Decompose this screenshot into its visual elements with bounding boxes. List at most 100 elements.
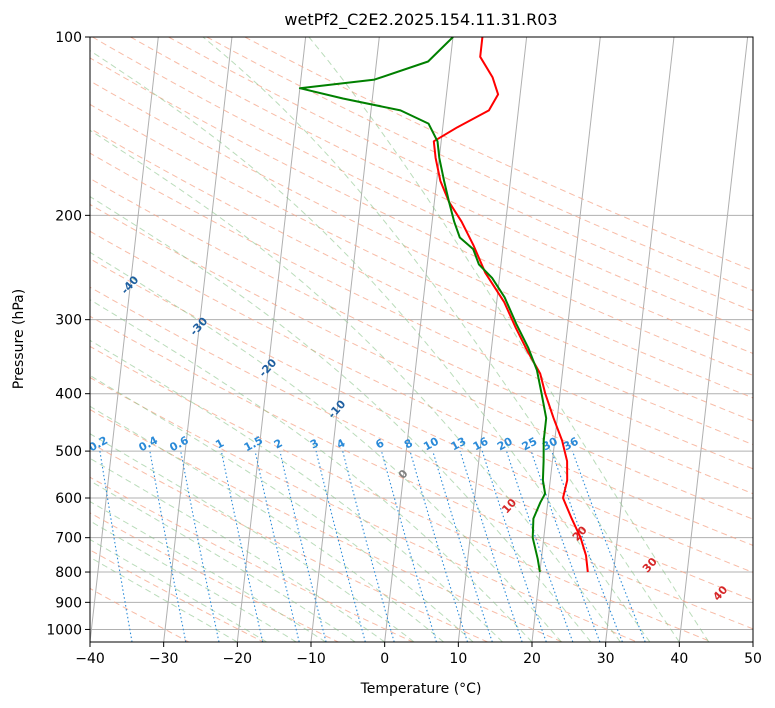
dry-adiabat-line xyxy=(90,177,753,495)
mixing-ratio-line xyxy=(254,450,300,642)
moist-adiabat-line xyxy=(90,50,651,642)
moist-adiabat-line xyxy=(90,251,562,642)
mixing-ratio-line xyxy=(505,450,574,642)
y-axis-title: Pressure (hPa) xyxy=(11,289,27,389)
dry-adiabat-line xyxy=(90,442,488,642)
x-tick-label: 30 xyxy=(597,651,615,667)
moist-adiabat-line xyxy=(90,500,326,642)
mixing-ratio-line xyxy=(530,450,601,642)
sounding-series xyxy=(298,37,589,573)
moist-adiabat-line xyxy=(90,538,268,642)
dewpoint-profile-line xyxy=(298,37,548,573)
dry-adiabat-line xyxy=(90,152,753,470)
isotherm-line xyxy=(457,37,528,642)
dry-adiabat-line xyxy=(90,549,264,642)
x-tick-label: 20 xyxy=(523,651,541,667)
mixing-ratio-label: 1 xyxy=(213,436,226,451)
isotherm-line xyxy=(90,37,159,642)
isotherm-label: -30 xyxy=(187,315,210,339)
isotherm-label: -20 xyxy=(256,356,279,380)
mixing-ratio-line xyxy=(432,450,493,642)
isotherm-zero-label: 0 xyxy=(396,467,411,482)
mixing-ratio-line xyxy=(315,450,366,642)
y-tick-label: 400 xyxy=(55,387,82,403)
dry-adiabat-line xyxy=(90,376,638,642)
y-tick-label: 900 xyxy=(55,595,82,611)
dry-adiabat-line xyxy=(90,57,753,376)
dry-adiabat-line xyxy=(90,80,753,399)
x-tick-label: −30 xyxy=(149,651,179,667)
mixing-ratio-label: 6 xyxy=(373,436,386,451)
pressure-gridlines xyxy=(90,37,753,630)
mixing-ratio-label: 25 xyxy=(520,435,540,454)
mixing-ratio-label: 10 xyxy=(421,435,441,454)
isotherm-label: -50 xyxy=(49,232,72,256)
isotherm-line xyxy=(384,37,454,642)
dry-adiabat-line xyxy=(168,37,753,312)
isotherm-line xyxy=(531,37,601,642)
dry-adiabat-line xyxy=(90,409,563,642)
moist-adiabat-line xyxy=(90,520,297,642)
y-tick-label: 1000 xyxy=(46,622,82,638)
moist-adiabat-line xyxy=(90,480,356,642)
isotherm-line xyxy=(0,37,11,642)
x-tick-label: 50 xyxy=(744,651,762,667)
mixing-ratio-label: 4 xyxy=(335,436,348,451)
dry-adiabat-line xyxy=(90,203,753,520)
isotherm-line xyxy=(752,637,753,642)
x-tick-label: −40 xyxy=(75,651,105,667)
moist-adiabat-line xyxy=(90,196,592,642)
moist-adiabat-line xyxy=(90,129,621,642)
mixing-ratio-label: 3 xyxy=(308,436,321,451)
dry-adiabat-line xyxy=(244,37,753,272)
mixing-ratio-line xyxy=(279,450,327,642)
x-tick-label: −10 xyxy=(296,651,326,667)
moist-adiabat-line xyxy=(90,299,533,642)
mixing-ratio-line xyxy=(380,450,437,642)
mixing-ratio-label: 36 xyxy=(561,435,581,454)
x-tick-label: −20 xyxy=(223,651,253,667)
y-tick-label: 800 xyxy=(55,565,82,581)
y-tick-label: 700 xyxy=(55,531,82,547)
mixing-ratio-line xyxy=(409,450,469,642)
mixing-ratio-line xyxy=(342,450,395,642)
mixing-ratio-label: 20 xyxy=(495,435,515,454)
moist-adiabat-label: 40 xyxy=(710,583,730,603)
x-tick-label: 40 xyxy=(670,651,688,667)
mixing-ratio-line xyxy=(180,450,220,642)
dry-adiabat-line xyxy=(90,127,753,446)
mixing-ratio-label: 2 xyxy=(272,436,285,451)
y-tick-label: 600 xyxy=(55,491,82,507)
chart-title: wetPf2_C2E2.2025.154.11.31.R03 xyxy=(284,10,557,30)
mixing-ratio-line xyxy=(551,450,623,642)
temperature-profile-line xyxy=(432,37,589,573)
dry-adiabat-line xyxy=(90,476,414,642)
mixing-ratio-line xyxy=(571,450,646,642)
mixing-ratio-line xyxy=(481,450,547,642)
mixing-ratio-line xyxy=(220,450,264,642)
mixing-ratio-line xyxy=(149,451,187,642)
y-axis-ticks: 100 200 300 400 500 600 700 800 900 1000 xyxy=(46,30,90,638)
plot-frame xyxy=(89,36,754,643)
x-tick-label: 0 xyxy=(380,651,389,667)
mixing-ratio-label: 8 xyxy=(402,436,415,451)
x-axis-ticks: −40 −30 −20 −10 0 10 20 30 40 50 xyxy=(75,642,762,667)
isotherm-line xyxy=(163,37,233,642)
dry-adiabat-line xyxy=(90,103,753,422)
mixing-ratio-line xyxy=(459,450,523,642)
moist-adiabat-line xyxy=(202,37,680,642)
dry-adiabat-line xyxy=(92,37,753,355)
mixing-ratio-label: 30 xyxy=(540,435,560,454)
mixing-ratio-label: 16 xyxy=(471,435,491,454)
isotherm-label: -60 xyxy=(0,190,4,214)
moist-adiabat-line xyxy=(90,457,385,642)
dry-adiabat-lines xyxy=(90,37,753,642)
dry-adiabat-line xyxy=(90,345,712,642)
isotherm-line xyxy=(605,37,675,642)
moist-adiabat-line xyxy=(90,339,503,642)
y-tick-label: 500 xyxy=(55,444,82,460)
moist-adiabat-line xyxy=(90,433,415,642)
moist-adiabat-line xyxy=(90,556,238,642)
